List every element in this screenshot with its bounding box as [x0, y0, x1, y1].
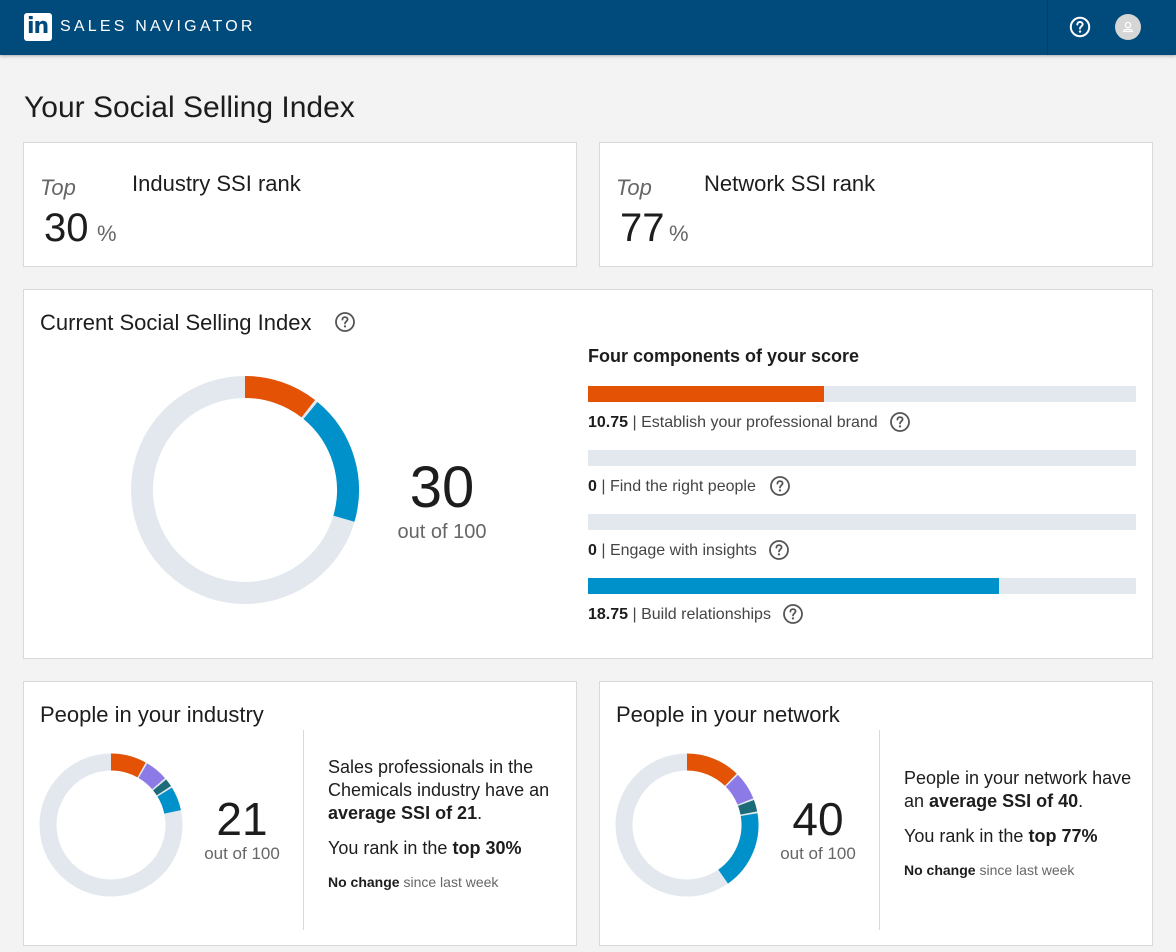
- component-bar-insights: [588, 514, 1136, 530]
- description-highlight: average SSI of 40: [929, 791, 1079, 811]
- components-heading: Four components of your score: [588, 346, 860, 366]
- top-navigation-bar: in SALES NAVIGATOR: [0, 0, 1176, 55]
- rank-highlight: top 30%: [452, 838, 522, 858]
- rank-highlight: top 77%: [1028, 826, 1098, 846]
- network-description: People in your network have an average S…: [904, 767, 1144, 813]
- help-icon[interactable]: [782, 603, 804, 625]
- network-donut-chart: [615, 753, 759, 897]
- donut-segment-relationships: [717, 813, 759, 884]
- component-text: | Find the right people: [601, 478, 756, 495]
- ssi-score: 30: [409, 455, 475, 520]
- donut-segment-people: [138, 763, 165, 790]
- rank-top-label: Top: [40, 175, 76, 200]
- donut-segment-insights: [737, 799, 758, 815]
- industry-out-of: out of 100: [204, 844, 280, 863]
- component-value: 0: [588, 542, 597, 559]
- industry-donut-chart: [39, 753, 183, 897]
- user-icon: [1122, 21, 1134, 33]
- description-text: Sales professionals in the Chemicals ind…: [328, 757, 550, 800]
- component-value: 18.75: [588, 606, 629, 623]
- ssi-donut-chart: [131, 376, 359, 604]
- vertical-divider: [303, 730, 304, 930]
- help-icon[interactable]: [1069, 16, 1091, 38]
- industry-rank-value: 30: [44, 206, 89, 250]
- change-bold: No change: [904, 862, 976, 878]
- change-bold: No change: [328, 874, 400, 890]
- industry-people-card: People in your industry 21 out of 100 Sa…: [23, 681, 577, 946]
- help-icon[interactable]: [769, 475, 791, 497]
- industry-change-status: No change since last week: [328, 874, 498, 890]
- donut-segment-brand: [244, 376, 316, 418]
- component-bar-brand: [588, 386, 1136, 402]
- description-end: .: [477, 803, 483, 823]
- network-rank-unit: %: [669, 221, 689, 246]
- logo-text: in: [27, 14, 49, 39]
- component-value: 10.75: [588, 414, 629, 431]
- industry-average-score: 21: [216, 793, 268, 845]
- component-bar-relationships: [588, 578, 1136, 594]
- bar-fill-relationships: [588, 578, 999, 594]
- component-label-insights: 0 | Engage with insights: [588, 541, 757, 561]
- linkedin-logo[interactable]: in: [24, 13, 52, 41]
- help-icon[interactable]: [768, 539, 790, 561]
- network-rank-value: 77: [620, 206, 665, 250]
- component-text: | Engage with insights: [601, 542, 757, 559]
- bar-fill-brand: [588, 386, 824, 402]
- current-ssi-title: Current Social Selling Index: [40, 310, 312, 335]
- donut-segment-brand: [110, 753, 146, 778]
- change-text: since last week: [403, 874, 499, 890]
- change-text: since last week: [979, 862, 1075, 878]
- network-people-title: People in your network: [616, 702, 840, 727]
- industry-rank-unit: %: [97, 221, 117, 246]
- avatar[interactable]: [1115, 14, 1141, 40]
- rank-text: You rank in the: [904, 826, 1024, 846]
- vertical-divider: [879, 730, 880, 930]
- network-rank-label: Network SSI rank: [704, 171, 876, 196]
- header-divider: [1047, 0, 1048, 55]
- network-rank-card: Top 77 % Network SSI rank: [599, 142, 1153, 267]
- network-rank-text: You rank in the top 77%: [904, 825, 1144, 848]
- component-label-people: 0 | Find the right people: [588, 477, 756, 497]
- component-text: | Build relationships: [632, 606, 771, 623]
- network-average-score: 40: [792, 793, 844, 845]
- industry-people-title: People in your industry: [40, 702, 264, 727]
- network-people-card: People in your network 40 out of 100 Peo…: [599, 681, 1153, 946]
- donut-segment-people: [725, 774, 754, 805]
- industry-rank-text: You rank in the top 30%: [328, 837, 560, 860]
- network-out-of: out of 100: [780, 844, 856, 863]
- brand-name: SALES NAVIGATOR: [60, 18, 256, 35]
- donut-segment-brand: [686, 753, 737, 787]
- donut-segment-insights: [152, 779, 171, 796]
- component-text: | Establish your professional brand: [632, 414, 878, 431]
- industry-rank-card: Top 30 % Industry SSI rank: [23, 142, 577, 267]
- current-ssi-card: Current Social Selling Index 30 out of 1…: [23, 289, 1153, 659]
- rank-text: You rank in the: [328, 838, 448, 858]
- page-title: Your Social Selling Index: [24, 91, 355, 124]
- help-icon[interactable]: [889, 411, 911, 433]
- description-end: .: [1078, 791, 1084, 811]
- rank-top-label: Top: [616, 175, 652, 200]
- industry-description: Sales professionals in the Chemicals ind…: [328, 756, 560, 825]
- industry-rank-label: Industry SSI rank: [132, 171, 301, 196]
- donut-segment-relationships: [157, 787, 181, 814]
- description-highlight: average SSI of 21: [328, 803, 478, 823]
- ssi-out-of: out of 100: [397, 521, 487, 543]
- network-change-status: No change since last week: [904, 862, 1074, 878]
- component-label-brand: 10.75 | Establish your professional bran…: [588, 413, 878, 433]
- help-icon[interactable]: [334, 311, 356, 333]
- component-label-relationships: 18.75 | Build relationships: [588, 605, 771, 625]
- description-text: People in your network have an: [904, 768, 1132, 811]
- component-bar-people: [588, 450, 1136, 466]
- donut-segment-relationships: [303, 402, 359, 522]
- component-value: 0: [588, 478, 597, 495]
